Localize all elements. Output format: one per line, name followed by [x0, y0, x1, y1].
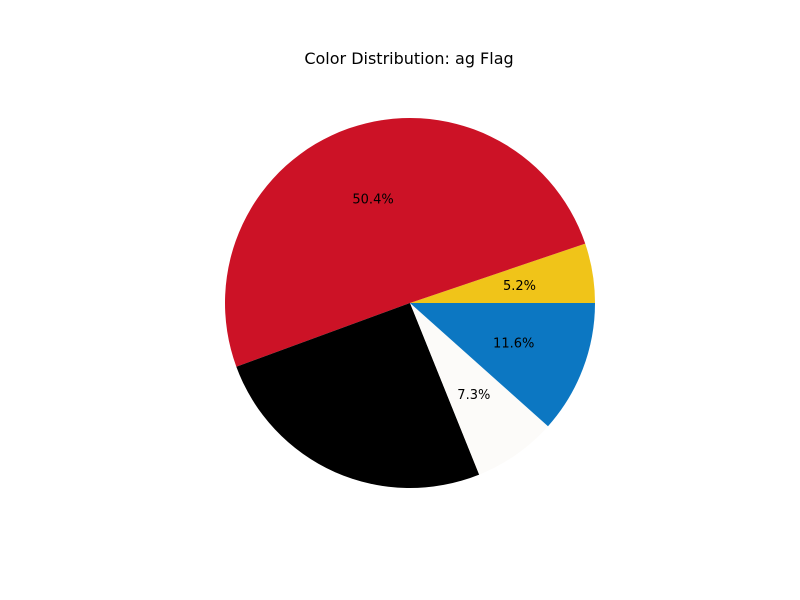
pie-slice-label-3: 7.3%: [457, 388, 490, 403]
pie-slices: [225, 118, 595, 488]
pie-slice-label-0: 5.2%: [503, 279, 536, 294]
pie-slice-label-1: 50.4%: [352, 192, 393, 207]
pie-slice-0: [410, 243, 595, 303]
pie-labels: 5.2% 50.4% 7.3% 11.6%: [352, 192, 536, 402]
pie-slice-1: [225, 118, 586, 367]
pie-slice-3: [410, 303, 548, 475]
pie-slice-4: [410, 303, 595, 427]
chart-title: Color Distribution: ag Flag: [304, 49, 513, 68]
pie-slice-label-4: 11.6%: [493, 337, 534, 352]
pie-slice-2: [236, 303, 480, 488]
